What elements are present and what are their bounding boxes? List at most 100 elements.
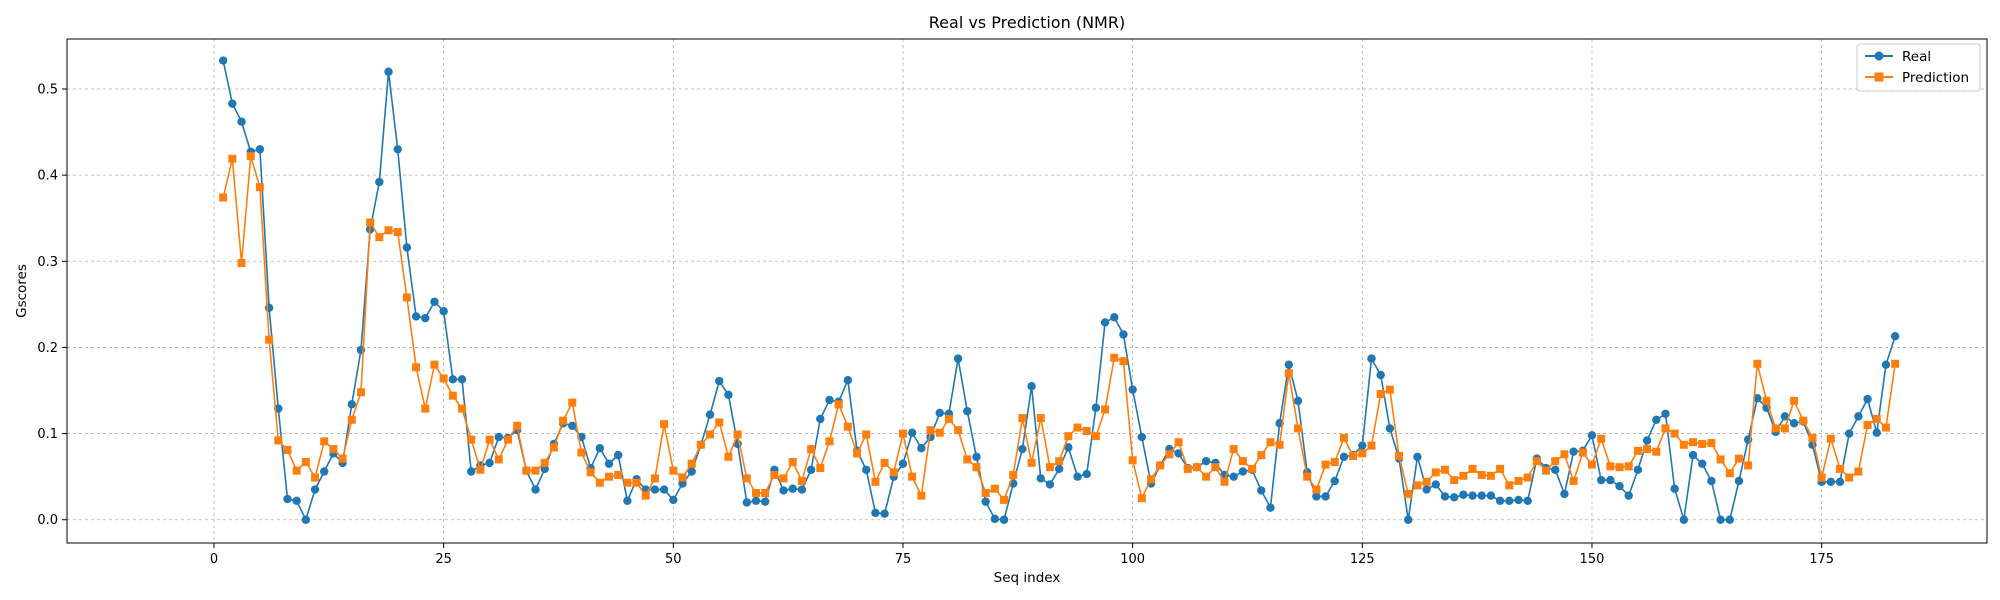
x-tick-label: 0 [210, 552, 218, 567]
data-point-prediction [1790, 396, 1799, 405]
data-point-real [1064, 443, 1073, 452]
data-point-prediction [402, 293, 411, 302]
data-point-prediction [1505, 481, 1514, 490]
data-point-real [1698, 459, 1707, 468]
data-point-prediction [696, 440, 705, 449]
data-point-real [1881, 360, 1891, 369]
data-point-prediction [393, 227, 402, 236]
data-point-prediction [338, 454, 347, 463]
data-point-prediction [825, 437, 834, 446]
y-tick-label: 0.0 [37, 513, 58, 528]
data-point-real [1110, 313, 1119, 322]
data-point-prediction [1147, 475, 1156, 484]
data-point-prediction [1551, 457, 1560, 466]
data-point-prediction [503, 435, 512, 444]
data-point-prediction [1578, 448, 1587, 457]
data-point-prediction [1606, 462, 1615, 471]
data-point-prediction [1532, 457, 1541, 466]
legend-prediction-marker [1874, 72, 1884, 82]
data-point-prediction [1266, 438, 1275, 447]
data-point-real [1587, 431, 1597, 440]
data-point-real [1514, 495, 1523, 505]
data-point-prediction [485, 435, 494, 444]
data-point-real [669, 495, 678, 505]
data-point-prediction [889, 468, 898, 477]
data-point-prediction [1284, 369, 1293, 378]
data-point-real [760, 497, 770, 506]
data-point-prediction [1477, 470, 1486, 479]
data-point-prediction [1753, 359, 1762, 368]
data-point-real [705, 410, 715, 419]
data-point-prediction [1220, 477, 1229, 486]
data-point-real [375, 177, 384, 187]
data-point-real [1431, 480, 1441, 489]
data-point-real [880, 509, 889, 518]
data-point-real [1753, 394, 1762, 403]
data-point-prediction [1358, 449, 1367, 458]
data-point-prediction [623, 478, 632, 487]
data-point-prediction [1137, 494, 1146, 503]
data-point-prediction [788, 458, 797, 467]
data-point-prediction [834, 400, 843, 409]
data-point-real [1238, 467, 1248, 476]
data-point-real [742, 498, 752, 507]
data-point-prediction [1670, 429, 1679, 438]
data-point-prediction [1045, 463, 1054, 472]
data-point-prediction [265, 335, 274, 344]
data-point-prediction [513, 421, 522, 430]
data-point-real [1826, 477, 1836, 487]
data-point-real [1229, 472, 1238, 481]
data-point-prediction [292, 466, 301, 475]
data-point-real [1128, 385, 1137, 394]
data-point-prediction [660, 420, 669, 429]
data-point-prediction [577, 448, 586, 457]
data-point-prediction [843, 422, 852, 431]
data-point-real [1018, 444, 1027, 454]
x-axis-title: Seq index [994, 570, 1061, 586]
data-point-real [448, 375, 458, 384]
data-point-prediction [1514, 476, 1523, 485]
data-point-real [963, 406, 972, 416]
y-tick-label: 0.1 [37, 427, 58, 442]
data-point-real [1624, 491, 1633, 500]
data-point-real [264, 303, 274, 312]
x-tick-label: 50 [665, 552, 682, 567]
data-point-real [1872, 428, 1881, 437]
data-point-real [613, 450, 623, 460]
data-point-real [1027, 382, 1036, 391]
data-point-prediction [1229, 445, 1238, 454]
data-point-real [751, 496, 761, 505]
data-point-prediction [1431, 468, 1440, 477]
data-point-prediction [898, 429, 907, 438]
data-point-prediction [1110, 353, 1119, 362]
data-point-prediction [255, 183, 264, 192]
series-prediction [219, 152, 1900, 504]
data-point-prediction [751, 489, 760, 498]
data-point-real [1845, 429, 1854, 438]
plot-area [67, 39, 1987, 543]
data-point-prediction [1771, 424, 1780, 433]
data-point-real [1045, 480, 1055, 489]
data-point-real [1652, 415, 1661, 424]
data-point-real [1413, 452, 1422, 462]
data-point-real [1523, 496, 1532, 505]
data-point-real [1266, 503, 1275, 512]
data-point-real [218, 56, 228, 65]
data-point-real [1257, 486, 1266, 495]
data-point-prediction [549, 443, 558, 452]
data-point-real [310, 485, 320, 494]
data-point-real [1560, 489, 1569, 499]
data-point-prediction [586, 468, 595, 477]
data-point-real [806, 465, 816, 474]
data-point-prediction [641, 491, 650, 500]
data-point-prediction [559, 416, 568, 425]
data-point-real [1477, 491, 1486, 500]
data-point-prediction [1238, 457, 1247, 466]
data-point-real [457, 375, 467, 384]
data-point-prediction [990, 484, 999, 493]
data-point-prediction [1496, 464, 1505, 473]
data-point-prediction [770, 470, 779, 479]
data-point-real [843, 375, 853, 385]
legend-prediction-label: Prediction [1902, 70, 1969, 86]
data-point-prediction [981, 489, 990, 498]
